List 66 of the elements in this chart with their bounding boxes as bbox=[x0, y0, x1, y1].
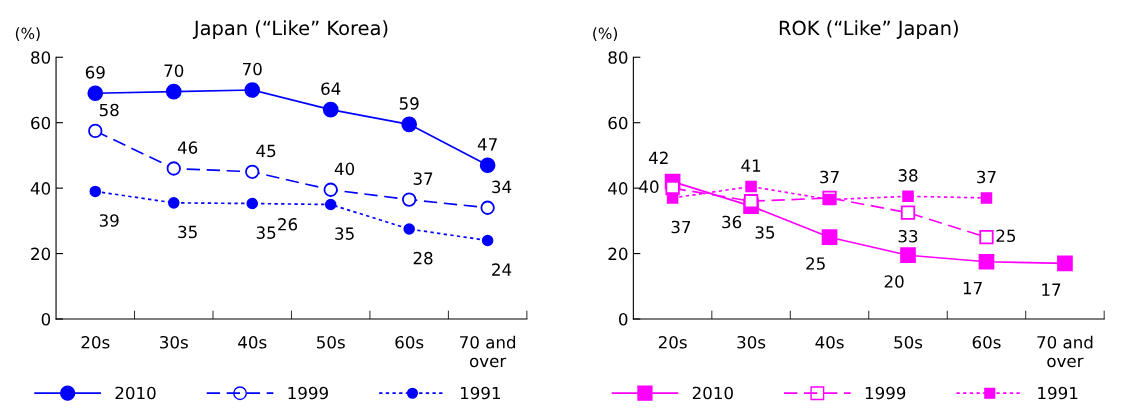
data-label: 17 bbox=[1042, 283, 1061, 296]
data-label: 39 bbox=[99, 214, 119, 227]
data-label: 35 bbox=[178, 225, 197, 239]
legend-label: 2010 bbox=[115, 386, 156, 400]
legend-label: 2010 bbox=[692, 386, 733, 400]
data-label: 46 bbox=[177, 141, 198, 154]
y-tick-label: 20 bbox=[31, 247, 51, 261]
data-label: 34 bbox=[492, 180, 512, 194]
x-tick-label: 70 and over bbox=[460, 335, 516, 368]
data-label: 42 bbox=[648, 151, 668, 164]
y-tick-label: 40 bbox=[30, 182, 51, 195]
data-label: 35 bbox=[256, 226, 276, 239]
data-label: 37 bbox=[413, 172, 433, 185]
data-label: 70 bbox=[242, 62, 262, 76]
legend-label: 1999 bbox=[288, 386, 328, 400]
legend-label: 1991 bbox=[1038, 386, 1078, 400]
x-tick-label: 70 and over bbox=[1037, 335, 1093, 368]
y-tick-label: 0 bbox=[41, 312, 51, 326]
x-tick-label: 20s bbox=[81, 335, 110, 349]
data-label: 40 bbox=[334, 162, 355, 176]
data-label: 28 bbox=[413, 251, 433, 265]
data-label: 70 bbox=[164, 64, 184, 78]
data-label: 37 bbox=[977, 170, 996, 184]
data-label: 37 bbox=[671, 220, 691, 234]
data-label: 35 bbox=[335, 227, 354, 240]
x-tick-label: 30s bbox=[160, 335, 188, 349]
x-tick-label: 60s bbox=[972, 335, 1001, 349]
annotation: 26 bbox=[278, 218, 298, 231]
data-label: 64 bbox=[321, 82, 341, 95]
data-label: 41 bbox=[741, 159, 761, 172]
data-label: 37 bbox=[820, 170, 839, 184]
data-label: 35 bbox=[755, 226, 775, 239]
y-tick-label: 80 bbox=[608, 51, 628, 64]
y-axis-title: (%) bbox=[593, 27, 618, 41]
x-tick-label: 60s bbox=[395, 335, 424, 349]
data-label: 38 bbox=[898, 169, 918, 182]
data-label: 17 bbox=[963, 281, 982, 295]
x-tick-label: 40s bbox=[815, 335, 844, 349]
x-tick-label: 40s bbox=[238, 335, 267, 349]
x-tick-label: 30s bbox=[737, 335, 766, 349]
data-label: 59 bbox=[399, 97, 419, 110]
data-label: 25 bbox=[996, 229, 1016, 243]
data-label: 69 bbox=[85, 66, 105, 79]
data-label: 47 bbox=[477, 138, 497, 151]
data-label: 45 bbox=[256, 144, 276, 158]
data-label: 20 bbox=[884, 275, 904, 288]
y-tick-label: 40 bbox=[608, 182, 628, 195]
y-tick-label: 20 bbox=[608, 247, 628, 261]
y-axis-title: (%) bbox=[15, 27, 40, 41]
data-label: 24 bbox=[492, 263, 512, 276]
data-label: 33 bbox=[898, 229, 918, 243]
y-tick-label: 0 bbox=[619, 312, 628, 326]
x-tick-label: 20s bbox=[658, 335, 687, 349]
y-tick-label: 60 bbox=[608, 116, 628, 130]
chart-title: Japan (“Like” Korea) bbox=[192, 20, 388, 40]
data-label: 36 bbox=[722, 215, 742, 229]
x-tick-label: 50s bbox=[317, 335, 345, 349]
data-label: 58 bbox=[99, 103, 119, 117]
chart-title: ROK (“Like” Japan) bbox=[779, 20, 958, 40]
legend-label: 1999 bbox=[865, 386, 906, 400]
y-tick-label: 80 bbox=[31, 51, 51, 64]
y-tick-label: 60 bbox=[31, 116, 51, 130]
legend-label: 1991 bbox=[460, 386, 500, 400]
data-label: 25 bbox=[806, 257, 825, 270]
x-tick-label: 50s bbox=[894, 335, 923, 349]
data-label: 40 bbox=[639, 180, 659, 193]
